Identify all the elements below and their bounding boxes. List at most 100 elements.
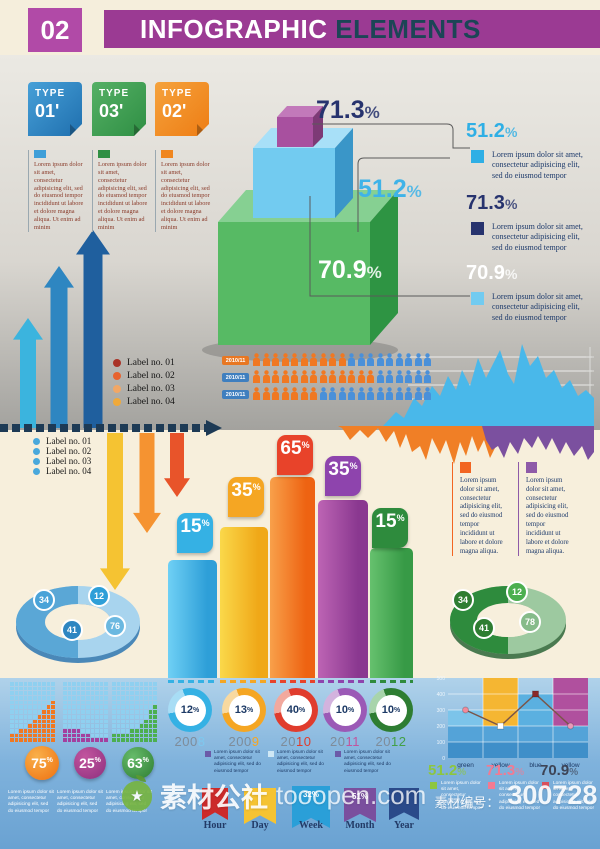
percent-badge: 15% — [372, 508, 408, 548]
person-icon — [348, 353, 355, 366]
grid-cell — [85, 724, 90, 728]
grid-cell — [144, 738, 148, 742]
legend-dot — [113, 371, 121, 380]
percent-sign: % — [46, 756, 53, 764]
year-ring: 12% — [168, 688, 212, 732]
grid-cell — [130, 682, 134, 686]
grid-cell — [19, 691, 23, 696]
line-marker — [497, 722, 504, 730]
stat-color-square — [542, 782, 549, 789]
grid-cell — [19, 728, 23, 733]
year-gray: 20 — [375, 734, 391, 749]
badge-value: 35 — [231, 480, 253, 501]
grid-cell — [144, 700, 148, 705]
grid-cell — [14, 724, 19, 728]
grid-cell — [76, 738, 81, 742]
grid-cell — [72, 714, 76, 719]
grid-cell — [42, 738, 46, 742]
grid-cell — [42, 696, 46, 700]
column-yellow — [553, 678, 588, 726]
grid-cell — [148, 705, 153, 710]
ring-center: 40% — [280, 694, 312, 726]
grid-cell — [153, 686, 157, 691]
grid-cell — [125, 686, 130, 691]
mini-column: Lorem ipsum dolor sit amet, consectetur … — [518, 462, 570, 557]
grid-cell — [14, 733, 19, 738]
grid-cell — [67, 719, 72, 724]
connector-line — [312, 123, 470, 149]
grid-cell — [116, 728, 121, 733]
grid-cell — [63, 728, 67, 733]
grid-cell — [153, 728, 157, 733]
grid-cell — [95, 700, 99, 705]
color-square — [34, 150, 46, 158]
legend-row: Label no. 04 — [113, 395, 175, 408]
grid-cell — [28, 686, 32, 691]
grid-cell — [125, 714, 130, 719]
grid-cell — [81, 705, 85, 710]
grid-cell — [134, 724, 139, 728]
year-colored: 9 — [251, 734, 260, 749]
grid-cell — [90, 710, 95, 714]
grid-cell — [104, 710, 108, 714]
grid-cell — [72, 686, 76, 691]
grid-cell — [85, 700, 90, 705]
grid-cell — [104, 686, 108, 691]
stat-text: Lorem ipsum dolor sit amet, consectetur … — [492, 150, 583, 180]
grid-cell — [85, 719, 90, 724]
grid-cell — [139, 705, 144, 710]
grid-cell — [14, 700, 19, 705]
grid-cell — [153, 682, 157, 686]
grid-cell — [153, 719, 157, 724]
stat-color-square — [471, 150, 484, 163]
grid-cell — [153, 733, 157, 738]
grid-cell — [19, 710, 23, 714]
grid-cell — [42, 700, 46, 705]
mini-column-bottom: Lorem ipsum dolor sit amet, consectetur … — [205, 750, 261, 775]
grid-cell — [76, 700, 81, 705]
percent-sign: % — [201, 518, 210, 528]
grid-cell — [144, 696, 148, 700]
bottom-stat-heading: 51.2% — [428, 762, 466, 779]
person-icon — [405, 353, 412, 366]
person-icon — [319, 387, 327, 400]
grid-cell — [28, 710, 32, 714]
person-icon — [281, 370, 289, 383]
person-icon — [338, 370, 346, 383]
color-square — [205, 751, 211, 757]
area-series-blue — [383, 344, 594, 426]
tooopen-apple-logo-icon: ★ — [122, 774, 152, 811]
person-icon — [414, 387, 422, 400]
line-marker — [532, 690, 539, 698]
grid-cell — [51, 710, 55, 714]
grid-cell — [42, 705, 46, 710]
grid-cell — [90, 724, 95, 728]
percent-sign: % — [515, 767, 525, 778]
person-icon — [357, 370, 365, 383]
grid-cell — [67, 724, 72, 728]
bottom-stat-text: Lorem ipsum dolor sit amet, consectetur … — [499, 781, 541, 811]
grid-cell — [130, 728, 134, 733]
grid-cell — [67, 733, 72, 738]
grid-cell — [121, 728, 125, 733]
circle-value: 75 — [31, 755, 47, 771]
type-card-small-label: TYPE — [162, 88, 193, 99]
mini-column-bottom: Lorem ipsum dolor sit amet, consectetur … — [268, 750, 324, 775]
grid-cell — [23, 686, 28, 691]
percent-sign: % — [142, 756, 149, 764]
grid-cell — [28, 691, 32, 696]
watermark-id-value: 300728 — [507, 780, 598, 810]
legend-dot — [33, 467, 40, 475]
grid-cell — [28, 705, 32, 710]
person-icon — [291, 353, 298, 366]
grid-cell — [153, 705, 157, 710]
grid-cell — [51, 696, 55, 700]
person-icon — [262, 387, 270, 400]
percent-sign: % — [348, 706, 355, 714]
grid-cell — [90, 705, 95, 710]
percent-bar — [168, 560, 217, 678]
grid-cell — [10, 705, 14, 710]
grid-cell — [72, 724, 76, 728]
y-axis-label: 500 — [437, 676, 446, 682]
grid-cell — [23, 696, 28, 700]
